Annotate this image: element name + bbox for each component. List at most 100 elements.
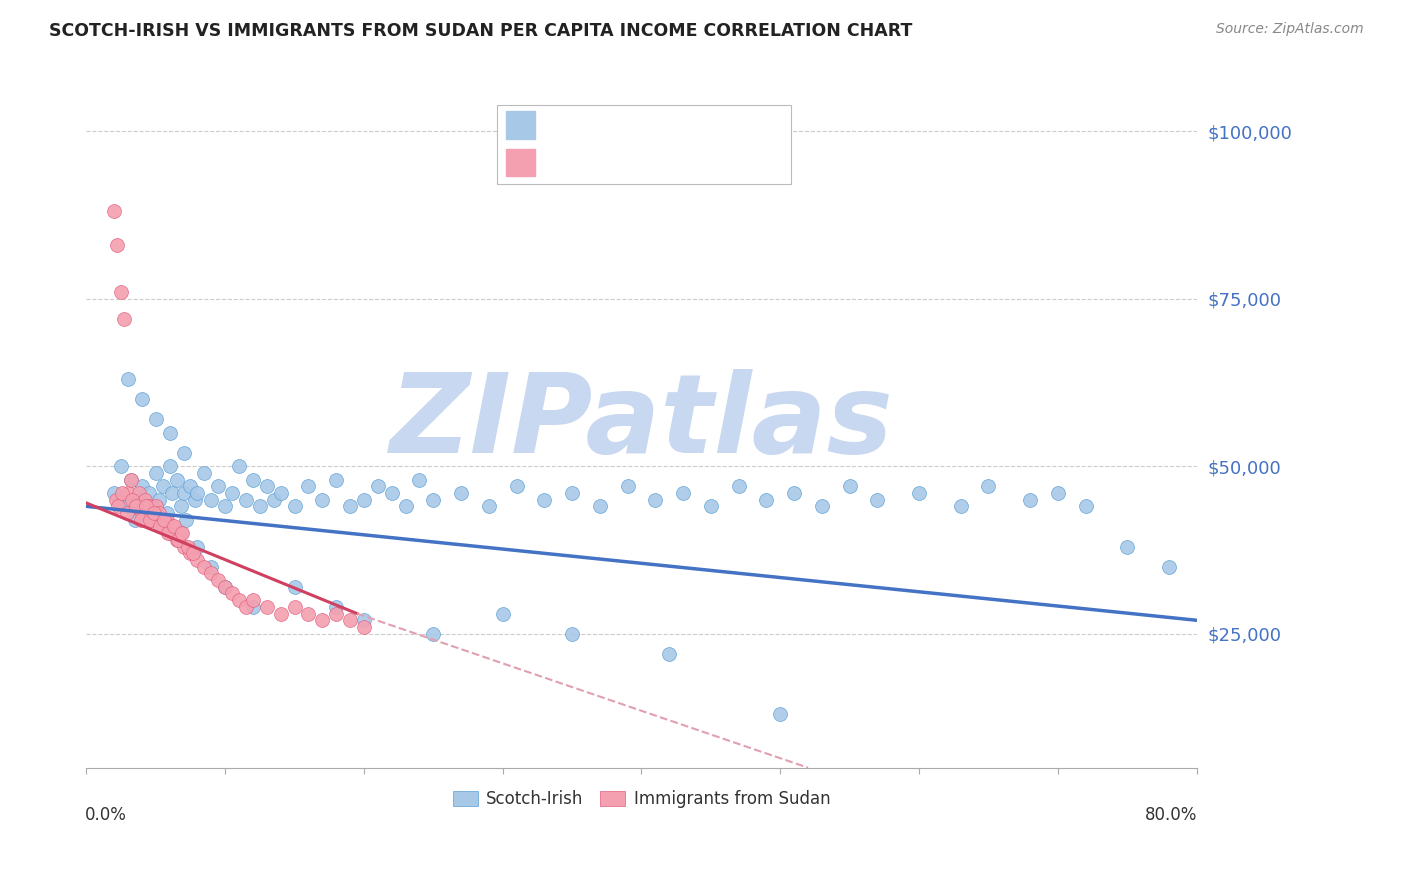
Point: [235, 599, 257, 614]
Point: [193, 559, 215, 574]
Point: [138, 500, 160, 514]
Point: [107, 500, 129, 514]
Point: [181, 546, 204, 560]
Point: [1019, 492, 1042, 507]
Point: [977, 479, 1000, 493]
Point: [228, 593, 250, 607]
Point: [242, 593, 264, 607]
Point: [283, 580, 305, 594]
Point: [283, 500, 305, 514]
Point: [727, 479, 749, 493]
Point: [159, 459, 181, 474]
Point: [152, 479, 174, 493]
Point: [1157, 559, 1180, 574]
Point: [173, 446, 195, 460]
Point: [394, 500, 416, 514]
Point: [297, 479, 319, 493]
Point: [207, 479, 229, 493]
Point: [179, 479, 201, 493]
Point: [111, 486, 134, 500]
Point: [176, 513, 198, 527]
Point: [104, 492, 127, 507]
Point: [157, 526, 180, 541]
Point: [120, 473, 142, 487]
Point: [159, 425, 181, 440]
Point: [616, 479, 638, 493]
Point: [186, 553, 208, 567]
Point: [143, 506, 166, 520]
Point: [478, 500, 501, 514]
Point: [200, 492, 222, 507]
Point: [221, 486, 243, 500]
Point: [103, 486, 125, 500]
Point: [207, 573, 229, 587]
Point: [117, 372, 139, 386]
Point: [135, 500, 157, 514]
Point: [131, 506, 153, 520]
Point: [162, 519, 184, 533]
Point: [183, 492, 205, 507]
Legend: Scotch-Irish, Immigrants from Sudan: Scotch-Irish, Immigrants from Sudan: [446, 783, 837, 814]
Point: [561, 626, 583, 640]
Text: 0.0%: 0.0%: [86, 805, 127, 823]
Point: [769, 707, 792, 722]
Point: [270, 607, 292, 621]
Text: Source: ZipAtlas.com: Source: ZipAtlas.com: [1216, 22, 1364, 37]
Point: [193, 466, 215, 480]
Point: [297, 607, 319, 621]
Point: [153, 513, 176, 527]
Point: [249, 500, 271, 514]
Point: [134, 492, 156, 507]
Point: [644, 492, 666, 507]
Point: [200, 559, 222, 574]
Point: [121, 492, 143, 507]
Point: [128, 486, 150, 500]
Point: [156, 506, 179, 520]
Point: [949, 500, 972, 514]
Point: [1074, 500, 1097, 514]
Point: [166, 533, 188, 547]
Point: [755, 492, 778, 507]
Point: [110, 459, 132, 474]
Point: [142, 500, 165, 514]
Point: [105, 238, 128, 252]
Point: [811, 500, 834, 514]
Point: [186, 486, 208, 500]
Point: [162, 486, 184, 500]
Point: [145, 500, 167, 514]
Point: [256, 599, 278, 614]
Point: [311, 613, 333, 627]
Point: [325, 599, 347, 614]
Point: [408, 473, 430, 487]
Point: [339, 500, 361, 514]
Point: [176, 540, 198, 554]
Point: [311, 492, 333, 507]
Text: ZIPatlas: ZIPatlas: [389, 369, 893, 476]
Point: [103, 204, 125, 219]
Text: SCOTCH-IRISH VS IMMIGRANTS FROM SUDAN PER CAPITA INCOME CORRELATION CHART: SCOTCH-IRISH VS IMMIGRANTS FROM SUDAN PE…: [49, 22, 912, 40]
Point: [117, 486, 139, 500]
Point: [325, 607, 347, 621]
Point: [221, 586, 243, 600]
Point: [112, 311, 135, 326]
Point: [124, 513, 146, 527]
Point: [200, 566, 222, 581]
Point: [533, 492, 555, 507]
Point: [134, 506, 156, 520]
Point: [353, 613, 375, 627]
Point: [908, 486, 931, 500]
Point: [129, 513, 152, 527]
Point: [263, 492, 285, 507]
Point: [256, 479, 278, 493]
Point: [866, 492, 889, 507]
Point: [115, 506, 138, 520]
Text: 80.0%: 80.0%: [1146, 805, 1198, 823]
Point: [242, 599, 264, 614]
Point: [658, 647, 681, 661]
Point: [179, 546, 201, 560]
Point: [131, 479, 153, 493]
Point: [148, 492, 170, 507]
Point: [214, 580, 236, 594]
Point: [214, 500, 236, 514]
Point: [450, 486, 472, 500]
